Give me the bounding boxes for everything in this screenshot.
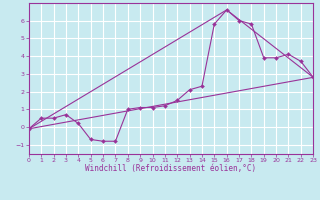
X-axis label: Windchill (Refroidissement éolien,°C): Windchill (Refroidissement éolien,°C) xyxy=(85,164,257,173)
